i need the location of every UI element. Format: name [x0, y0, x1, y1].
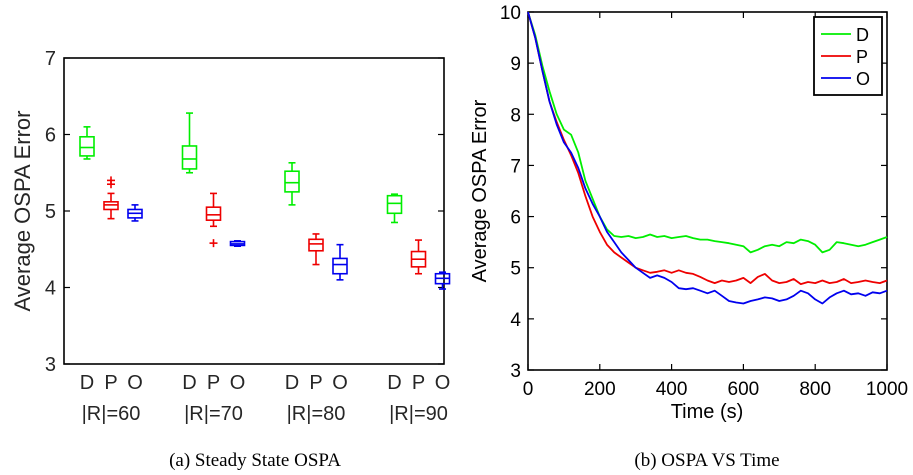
box — [308, 238, 324, 252]
x-tick-label: 200 — [584, 379, 616, 400]
x-tick-label: 0 — [523, 379, 534, 400]
series-line-O — [527, 11, 888, 305]
box-label: D — [387, 372, 401, 394]
box-plot-caption: (a) Steady State OSPA — [169, 450, 341, 471]
box-plot-boxes — [79, 112, 451, 290]
box-label: P — [412, 372, 425, 394]
y-tick-label: 5 — [45, 201, 56, 223]
y-tick-label: 8 — [510, 105, 521, 126]
box-plot-y-ticks: 3 4 5 6 7 — [45, 48, 444, 376]
y-tick-label: 6 — [510, 208, 521, 229]
y-tick-label: 3 — [510, 361, 521, 382]
x-tick-label: 600 — [728, 379, 760, 400]
y-tick-label: 6 — [45, 125, 56, 147]
y-tick-label: 7 — [45, 48, 56, 70]
box-plot-x-labels: D P O D P O D P O D P O|R|=60 |R|=70 |R|=80 |R|=90 — [80, 372, 451, 425]
box — [332, 257, 348, 275]
x-tick-label: 400 — [656, 379, 688, 400]
box-label: O — [435, 372, 451, 394]
box-label: P — [309, 372, 322, 394]
legend-label: P — [856, 47, 868, 67]
box — [181, 145, 198, 170]
x-tick-label: 1000 — [866, 379, 908, 400]
box-label: O — [230, 372, 246, 394]
box-label: D — [80, 372, 94, 394]
box — [284, 170, 300, 193]
line-chart-y-axis-label: Average OSPA Error — [469, 99, 491, 282]
line-chart-series — [527, 11, 888, 305]
group-label: |R|=60 — [82, 403, 141, 425]
group-label: |R|=70 — [184, 403, 243, 425]
box-label: O — [332, 372, 348, 394]
y-tick-label: 9 — [510, 54, 521, 75]
series-line-D — [527, 11, 888, 254]
y-tick-label: 4 — [45, 278, 56, 300]
box-label: P — [104, 372, 117, 394]
legend-label: O — [856, 69, 870, 89]
box — [205, 206, 222, 221]
line-chart-ticks: 0 200 400 600 800 1000 3 4 5 6 7 8 9 10 — [500, 3, 908, 400]
legend-label: D — [856, 25, 869, 45]
box-label: D — [285, 372, 299, 394]
box-label: D — [182, 372, 196, 394]
box — [386, 194, 403, 215]
box-label: O — [127, 372, 143, 394]
x-tick-label: 800 — [799, 379, 831, 400]
line-chart-caption: (b) OSPA VS Time — [634, 450, 779, 471]
y-tick-label: 7 — [510, 156, 521, 177]
box-label: P — [207, 372, 220, 394]
box-plot-y-axis-label: Average OSPA Error — [10, 111, 35, 312]
box — [79, 135, 95, 157]
y-tick-label: 3 — [45, 354, 56, 376]
group-label: |R|=90 — [389, 403, 448, 425]
legend: DPO — [813, 16, 883, 96]
series-line-P — [527, 11, 888, 285]
group-label: |R|=80 — [287, 403, 346, 425]
y-tick-label: 5 — [510, 259, 521, 280]
y-tick-label: 10 — [500, 3, 521, 24]
y-tick-label: 4 — [510, 310, 521, 331]
line-chart-x-axis-label: Time (s) — [671, 401, 744, 423]
